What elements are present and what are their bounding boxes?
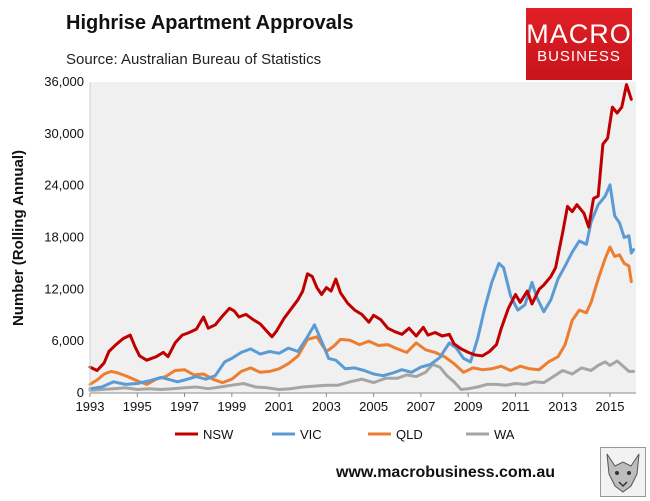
x-tick-label: 2011: [501, 399, 529, 414]
legend-label-nsw: NSW: [203, 427, 234, 442]
x-tick-label: 2005: [359, 399, 388, 414]
series-line-wa: [88, 359, 636, 392]
x-tick-label: 1997: [170, 399, 199, 414]
macrobusiness-logo: MACRO BUSINESS: [526, 8, 632, 80]
y-tick-label: 24,000: [44, 178, 84, 193]
legend-label-wa: WA: [494, 427, 515, 442]
x-tick-label: 2007: [406, 399, 435, 414]
logo-line-2: BUSINESS: [537, 48, 621, 65]
y-tick-label: 0: [77, 385, 84, 400]
legend-label-qld: QLD: [396, 427, 423, 442]
wolf-logo: [600, 447, 646, 497]
x-tick-label: 1999: [217, 399, 246, 414]
y-ticks: 0 6,000 12,000 18,000 24,000 30,000 36,000: [44, 74, 84, 400]
plot-area: [90, 82, 636, 393]
y-tick-label: 30,000: [44, 126, 84, 141]
x-tick-label: 2003: [312, 399, 341, 414]
y-axis-title: Number (Rolling Annual): [10, 150, 27, 326]
chart-title: Highrise Apartment Approvals: [66, 12, 354, 34]
series-line-nsw: [88, 83, 633, 372]
chart-subtitle: Source: Australian Bureau of Statistics: [66, 51, 322, 68]
x-tick-label: 2015: [596, 399, 625, 414]
x-tick-label: 1995: [123, 399, 152, 414]
y-tick-label: 6,000: [51, 333, 84, 348]
y-tick-label: 18,000: [44, 230, 84, 245]
x-ticks: 1993 1995 1997 1999 2001 2003 2005 2007 2009 2011…: [76, 393, 625, 414]
x-tick-label: 2013: [548, 399, 577, 414]
x-tick-label: 2001: [265, 399, 294, 414]
series-layer: [88, 83, 636, 392]
y-tick-label: 36,000: [44, 74, 84, 89]
legend-label-vic: VIC: [300, 427, 322, 442]
logo-line-1: MACRO: [526, 19, 632, 49]
legend: NSW VIC QLD WA: [175, 427, 515, 442]
x-tick-label: 2009: [454, 399, 483, 414]
website-url: www.macrobusiness.com.au: [336, 464, 556, 481]
x-tick-label: 1993: [76, 399, 105, 414]
series-line-qld: [88, 245, 633, 386]
series-line-vic: [88, 183, 636, 391]
y-tick-label: 12,000: [44, 281, 84, 296]
